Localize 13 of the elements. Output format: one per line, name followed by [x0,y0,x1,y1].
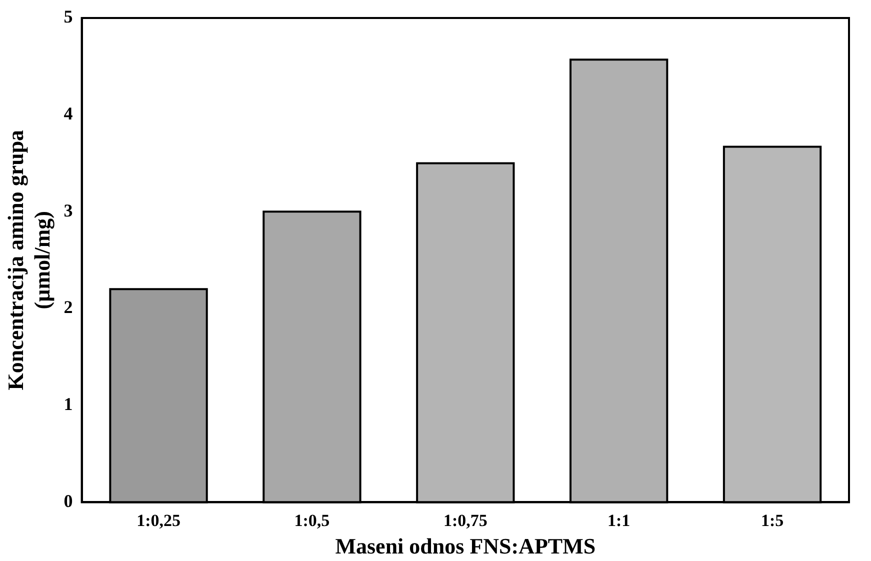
y-tick-label: 0 [64,490,73,511]
y-tick-label: 3 [64,200,73,220]
y-tick-label: 2 [64,297,73,318]
x-tick-label: 1:1 [608,510,630,530]
x-tick-label: 1:0,5 [294,510,330,530]
x-tick-label: 1:5 [760,510,784,530]
x-axis-title: Maseni odnos FNS:APTMS [335,533,596,558]
y-axis-title: Koncentracija amino grupa (µmol/mg) [2,130,54,390]
x-tick-label: 1:0,75 [443,510,488,530]
x-tick-label: 1:0,25 [136,510,180,530]
y-tick-label: 1 [64,394,73,414]
y-tick-label: 4 [64,103,73,124]
y-tick-label: 5 [64,6,73,27]
